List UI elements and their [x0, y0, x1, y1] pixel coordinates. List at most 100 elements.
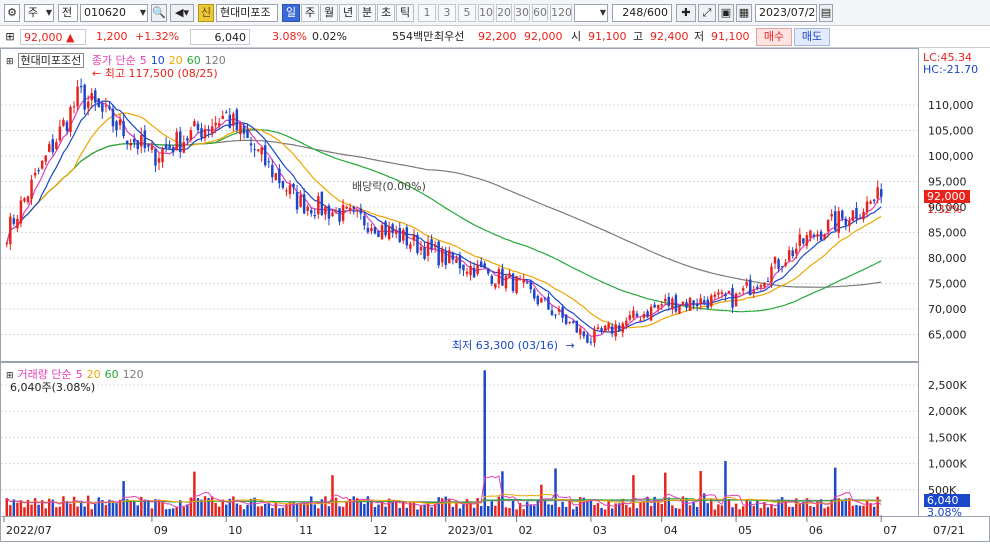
- volume-bar: [593, 505, 595, 516]
- candle-body: [37, 170, 39, 171]
- tab-period-tick[interactable]: 틱: [396, 4, 414, 22]
- tab-period-year[interactable]: 년: [339, 4, 357, 22]
- interval-button[interactable]: 60: [532, 4, 548, 22]
- x-tick-label: 11: [299, 524, 313, 537]
- candle-body: [593, 329, 595, 342]
- volume-bar: [137, 505, 139, 516]
- volume-bar: [710, 499, 712, 516]
- volume-bar: [423, 505, 425, 516]
- candle-body: [437, 242, 439, 266]
- volume-bar: [147, 500, 149, 516]
- candle-body: [568, 322, 570, 323]
- speaker-icon[interactable]: ◀▾: [170, 4, 194, 22]
- calendar-icon[interactable]: ▦: [736, 4, 752, 22]
- date-input[interactable]: 2023/07/21: [755, 4, 817, 22]
- legend-vma60[interactable]: 60: [105, 368, 119, 381]
- calendar-picker-icon[interactable]: ▤: [819, 4, 833, 22]
- candle-body: [52, 139, 54, 152]
- legend-vma120[interactable]: 120: [123, 368, 144, 381]
- tab-period-day[interactable]: 일: [282, 4, 300, 22]
- current-price: 92,000 ▲: [20, 29, 86, 45]
- candle-body: [197, 124, 199, 130]
- volume-bar: [515, 509, 517, 516]
- tab-period-second[interactable]: 초: [377, 4, 395, 22]
- candle-body: [526, 283, 528, 284]
- candle-body: [537, 296, 539, 304]
- indicator-icon[interactable]: ✚: [676, 4, 696, 22]
- candle-body: [207, 130, 209, 131]
- volume-bar: [83, 507, 85, 516]
- volume-bar: [459, 508, 461, 516]
- high-price: 92,400: [650, 29, 689, 45]
- volume-bar: [869, 503, 871, 516]
- interval-button[interactable]: 120: [550, 4, 572, 22]
- volume-bar: [73, 497, 75, 516]
- interval-button[interactable]: 1: [418, 4, 436, 22]
- volume-bar: [813, 507, 815, 516]
- interval-button[interactable]: 30: [514, 4, 530, 22]
- stock-title[interactable]: 현대미포조선: [18, 53, 85, 68]
- candle-body: [565, 314, 567, 324]
- volume-bar: [239, 505, 241, 516]
- volume-bar: [133, 500, 135, 516]
- interval-button[interactable]: 5: [458, 4, 476, 22]
- search-icon[interactable]: 🔍: [151, 4, 167, 22]
- interval-button[interactable]: 20: [496, 4, 512, 22]
- candle-body: [289, 185, 291, 194]
- stock-name-field[interactable]: 현대미포조: [216, 4, 278, 22]
- candle-body: [268, 161, 270, 162]
- volume-bar: [345, 501, 347, 516]
- market-select[interactable]: 주▼: [24, 4, 54, 22]
- candle-body: [384, 222, 386, 236]
- candle-body: [731, 288, 733, 308]
- volume-bar: [214, 503, 216, 516]
- candle-body: [275, 173, 277, 180]
- volume-bar: [296, 504, 298, 516]
- volume-bar: [841, 500, 843, 516]
- candle-body: [328, 206, 330, 219]
- expand-icon[interactable]: ⊞: [4, 29, 16, 45]
- candle-body: [16, 219, 18, 228]
- interval-button[interactable]: 10: [478, 4, 494, 22]
- candle-body: [491, 276, 493, 284]
- candle-body: [519, 279, 521, 280]
- candle-body: [324, 206, 326, 214]
- chart-canvas[interactable]: 110,000105,000100,00095,00090,00085,0008…: [0, 48, 990, 542]
- volume-bar: [714, 509, 716, 516]
- candle-body: [799, 234, 801, 246]
- sell-button[interactable]: 매도: [794, 28, 830, 46]
- volume-bar: [172, 508, 174, 516]
- volume-bar: [717, 504, 719, 516]
- candle-body: [193, 121, 195, 126]
- expand-icon[interactable]: ⊞: [6, 57, 14, 67]
- volume-bar: [480, 506, 482, 516]
- volume-bar: [823, 508, 825, 516]
- candle-body: [604, 326, 606, 332]
- interval-button[interactable]: 3: [438, 4, 456, 22]
- open-price: 91,100: [588, 29, 627, 45]
- volume-bar: [636, 508, 638, 516]
- settings-icon[interactable]: ⚙: [4, 4, 20, 22]
- candle-body: [717, 292, 719, 294]
- buy-button[interactable]: 매수: [756, 28, 792, 46]
- candle-body: [129, 143, 131, 146]
- tab-period-week[interactable]: 주: [301, 4, 319, 22]
- volume-bar: [175, 507, 177, 516]
- trend-tool-icon[interactable]: ⤢: [698, 4, 716, 22]
- candle-body: [639, 320, 641, 321]
- save-icon[interactable]: ▣: [718, 4, 734, 22]
- volume-bar: [728, 499, 730, 516]
- candle-body: [200, 128, 202, 137]
- volume-bar: [44, 508, 46, 516]
- tab-period-minute[interactable]: 분: [358, 4, 376, 22]
- tab-period-month[interactable]: 월: [320, 4, 338, 22]
- range-mode-select[interactable]: 전: [58, 4, 78, 22]
- candle-body: [90, 93, 92, 100]
- stock-code-input[interactable]: 010620▼: [80, 4, 148, 22]
- bid-price: 92,000: [524, 29, 563, 45]
- custom-interval-select[interactable]: ▼: [574, 4, 608, 22]
- volume-bar: [508, 508, 510, 516]
- data-count-field[interactable]: 248/600: [612, 4, 672, 22]
- x-axis-right-label: 07/21: [933, 524, 965, 537]
